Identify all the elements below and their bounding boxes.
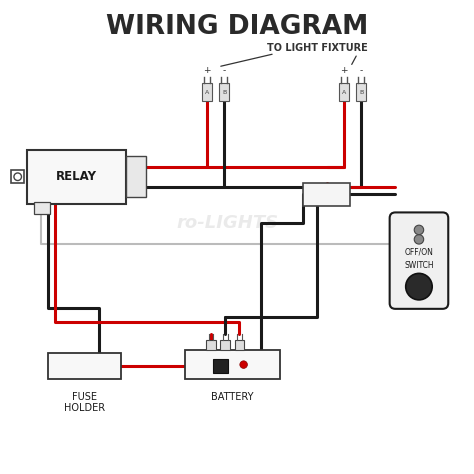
- Text: WIRING DIAGRAM: WIRING DIAGRAM: [106, 14, 368, 40]
- Bar: [303, 182, 350, 206]
- Text: FUSE
HOLDER: FUSE HOLDER: [64, 392, 105, 413]
- Text: +: +: [340, 66, 348, 75]
- Text: BATTERY: BATTERY: [211, 392, 254, 402]
- Bar: [220, 340, 230, 350]
- Circle shape: [414, 225, 424, 235]
- Circle shape: [240, 361, 247, 368]
- Text: -: -: [223, 66, 226, 75]
- Bar: [213, 359, 228, 373]
- Text: -: -: [360, 66, 363, 75]
- Text: B: B: [222, 90, 227, 95]
- Text: A: A: [342, 90, 346, 95]
- Circle shape: [414, 235, 424, 244]
- Bar: [27, 150, 126, 204]
- Bar: [356, 83, 366, 101]
- Bar: [34, 202, 50, 214]
- FancyBboxPatch shape: [390, 212, 448, 309]
- Bar: [206, 340, 216, 350]
- Bar: [185, 350, 280, 379]
- Bar: [202, 83, 212, 101]
- Circle shape: [406, 273, 432, 300]
- Text: A: A: [205, 90, 210, 95]
- Text: SWITCH: SWITCH: [404, 261, 434, 270]
- Text: B: B: [359, 90, 364, 95]
- Bar: [235, 340, 244, 350]
- Bar: [219, 83, 229, 101]
- Text: RELAY: RELAY: [56, 170, 97, 183]
- Text: ro-LIGHTS: ro-LIGHTS: [176, 214, 279, 232]
- Text: OFF/ON: OFF/ON: [404, 247, 433, 256]
- Bar: [339, 83, 349, 101]
- Circle shape: [14, 173, 21, 181]
- Text: +: +: [203, 66, 211, 75]
- Bar: [11, 170, 24, 183]
- Bar: [48, 353, 121, 379]
- Bar: [126, 156, 146, 197]
- Text: TO LIGHT FIXTURE: TO LIGHT FIXTURE: [267, 43, 368, 53]
